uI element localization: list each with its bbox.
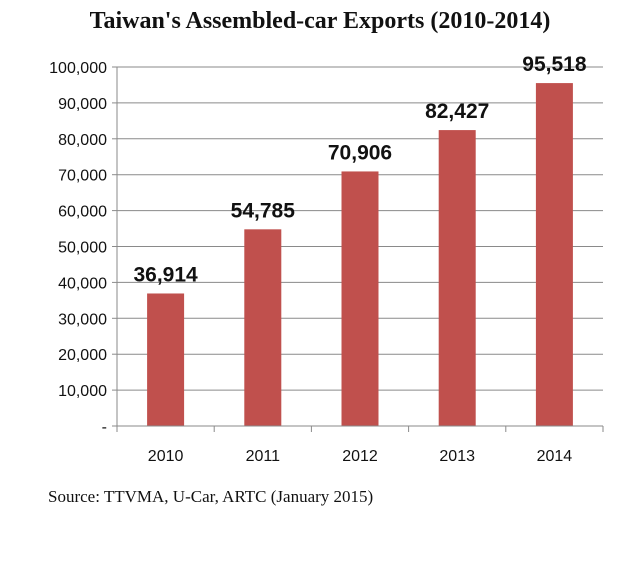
bar [341, 171, 379, 426]
x-tick-label: 2011 [246, 448, 281, 465]
y-tick-label: 70,000 [58, 168, 107, 185]
bar [244, 229, 282, 426]
bar [535, 83, 573, 426]
data-label: 70,906 [328, 141, 392, 164]
data-label: 54,785 [231, 199, 296, 222]
y-tick-label: 30,000 [58, 311, 107, 328]
y-tick-label: 60,000 [58, 204, 107, 221]
x-axis: 2010 2011 2012 2013 2014 [116, 425, 604, 465]
bars [147, 83, 573, 426]
data-labels: 36,914 54,785 70,906 82,427 95,518 [133, 53, 586, 286]
bar [147, 293, 185, 426]
y-tick-label: 10,000 [58, 383, 107, 400]
data-label: 82,427 [425, 100, 489, 123]
source-note: Source: TTVMA, U-Car, ARTC (January 2015… [48, 487, 374, 506]
bar-chart: - 10,000 20,000 30,000 40,000 50,000 60,000 70,… [49, 53, 604, 465]
x-tick-label: 2013 [439, 448, 475, 465]
bar [438, 130, 476, 426]
data-label: 36,914 [133, 263, 198, 286]
y-tick-label: 50,000 [58, 240, 107, 257]
y-tick-label: 90,000 [58, 96, 107, 113]
x-tick-label: 2014 [537, 448, 573, 465]
x-tick-label: 2010 [148, 448, 184, 465]
data-label: 95,518 [522, 53, 587, 76]
x-tick-label: 2012 [342, 448, 378, 465]
chart-title: Taiwan's Assembled-car Exports (2010-201… [89, 8, 551, 34]
y-tick-label: 80,000 [58, 132, 107, 149]
y-tick-label: 40,000 [58, 275, 107, 292]
y-axis: - 10,000 20,000 30,000 40,000 50,000 60,000 70,… [49, 60, 118, 436]
y-tick-label: 100,000 [49, 60, 107, 77]
y-tick-label: - [102, 419, 107, 436]
y-tick-label: 20,000 [58, 347, 107, 364]
